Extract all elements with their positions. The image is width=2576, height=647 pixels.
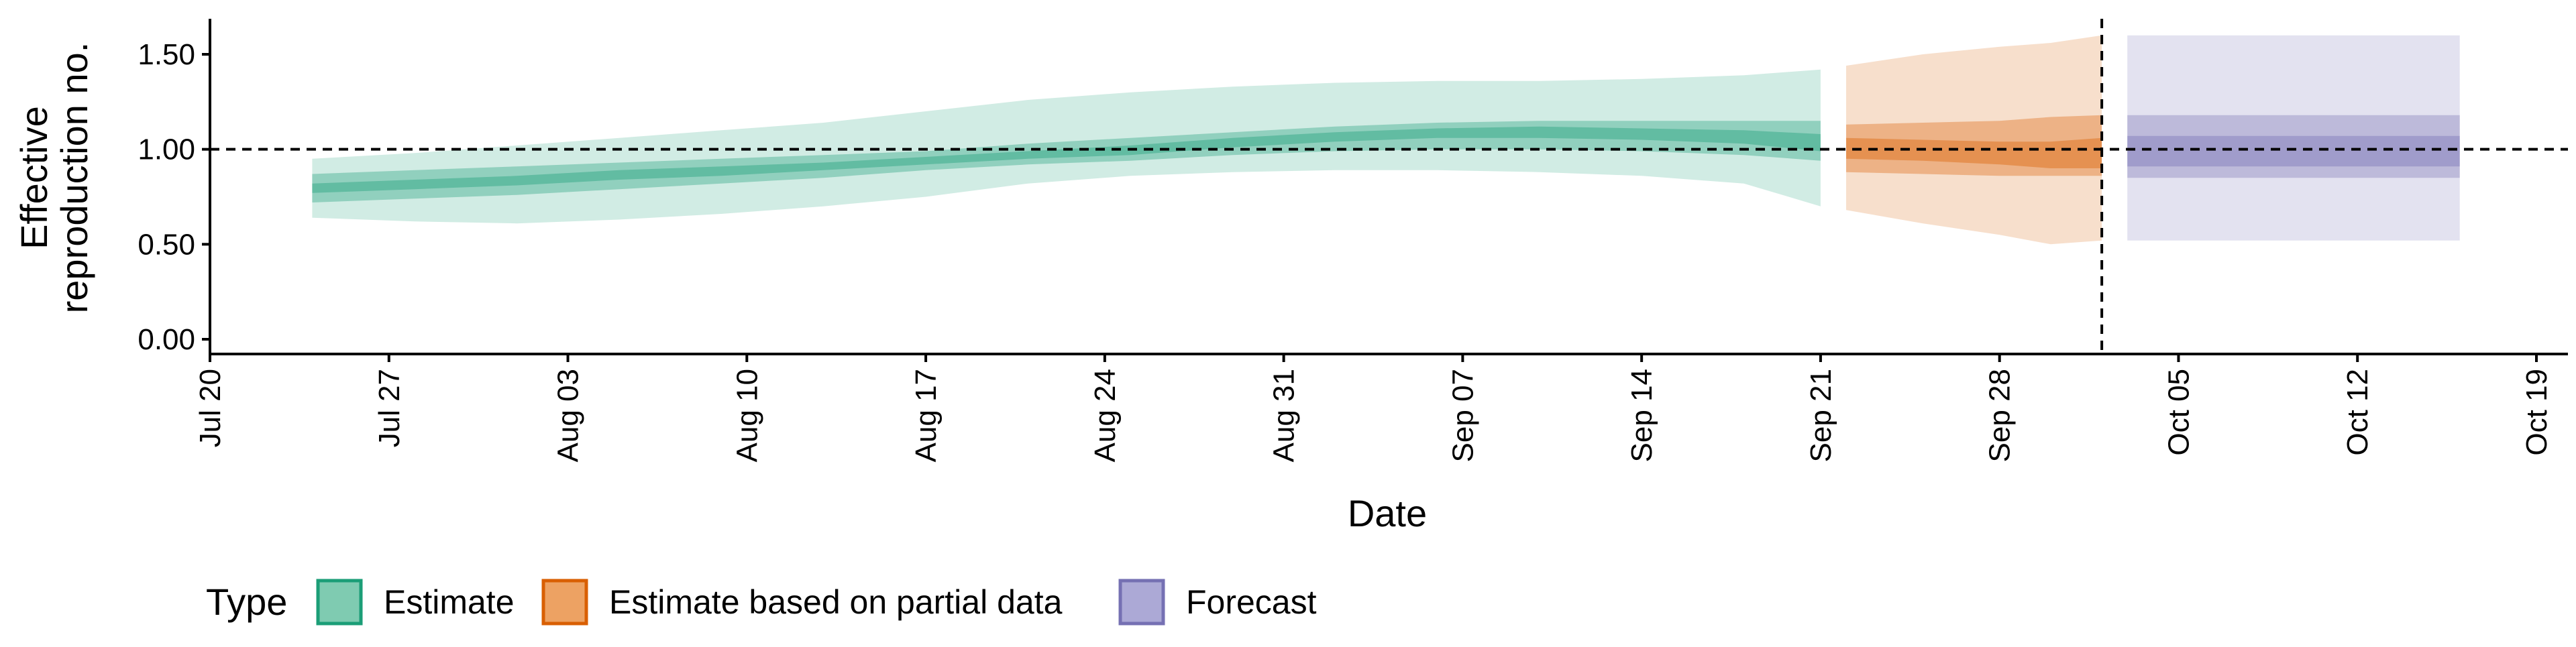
series-estimate xyxy=(312,69,1821,224)
x-tick-label: Aug 31 xyxy=(1268,369,1301,462)
band-20 xyxy=(2127,135,2460,167)
band-20 xyxy=(1846,137,2102,168)
x-tick-label: Jul 27 xyxy=(373,369,406,447)
legend-key xyxy=(541,579,588,626)
x-tick-label: Aug 24 xyxy=(1089,369,1122,462)
x-tick-label: Sep 14 xyxy=(1625,369,1658,462)
legend-item-forecast: Forecast xyxy=(1118,579,1317,626)
band-50 xyxy=(1846,115,2102,176)
y-tick-label: 0.00 xyxy=(138,323,195,356)
x-tick-label: Aug 10 xyxy=(731,369,763,462)
y-tick-label: 1.50 xyxy=(138,38,195,71)
y-axis-label-line-2: reproduction no. xyxy=(53,42,95,314)
y-axis-label-line-1: Effective xyxy=(13,106,55,249)
band-50 xyxy=(2127,115,2460,178)
x-tick-label: Sep 07 xyxy=(1446,369,1479,462)
band-90 xyxy=(2127,35,2460,241)
legend: Type Estimate Estimate based on partial d… xyxy=(206,579,1317,626)
series-estimate-based-on-partial-data xyxy=(1846,35,2102,245)
legend-label: Forecast xyxy=(1186,583,1317,621)
x-axis-label: Date xyxy=(1348,492,1427,534)
legend-title: Type xyxy=(206,581,287,623)
y-tick-label: 0.50 xyxy=(138,228,195,261)
legend-key xyxy=(1118,579,1165,626)
legend-item-estimate-based-on-partial-data: Estimate based on partial data xyxy=(541,579,1063,626)
band-90 xyxy=(312,69,1821,224)
legend-key xyxy=(316,579,363,626)
legend-label: Estimate xyxy=(384,583,515,621)
band-90 xyxy=(1846,35,2102,245)
x-tick-label: Oct 12 xyxy=(2341,369,2374,456)
legend-item-estimate: Estimate xyxy=(316,579,515,626)
x-tick-label: Sep 28 xyxy=(1984,369,2017,462)
axes: 0.00 0.50 1.00 1.50 Jul 20 Jul 27 Aug 03 Aug 10… xyxy=(138,19,2568,462)
x-tick-label: Jul 20 xyxy=(194,369,227,447)
x-tick-label: Oct 19 xyxy=(2520,369,2553,456)
reference-lines xyxy=(210,19,2568,354)
bands-layer xyxy=(312,35,2460,245)
x-tick-label: Aug 03 xyxy=(552,369,585,462)
x-tick-label: Oct 05 xyxy=(2163,369,2196,456)
y-tick-label: 1.00 xyxy=(138,133,195,166)
x-tick-label: Sep 21 xyxy=(1805,369,1837,462)
series-forecast xyxy=(2127,35,2460,241)
band-20 xyxy=(312,126,1821,193)
band-50 xyxy=(312,121,1821,202)
legend-label: Estimate based on partial data xyxy=(609,583,1063,621)
x-tick-label: Aug 17 xyxy=(910,369,943,462)
